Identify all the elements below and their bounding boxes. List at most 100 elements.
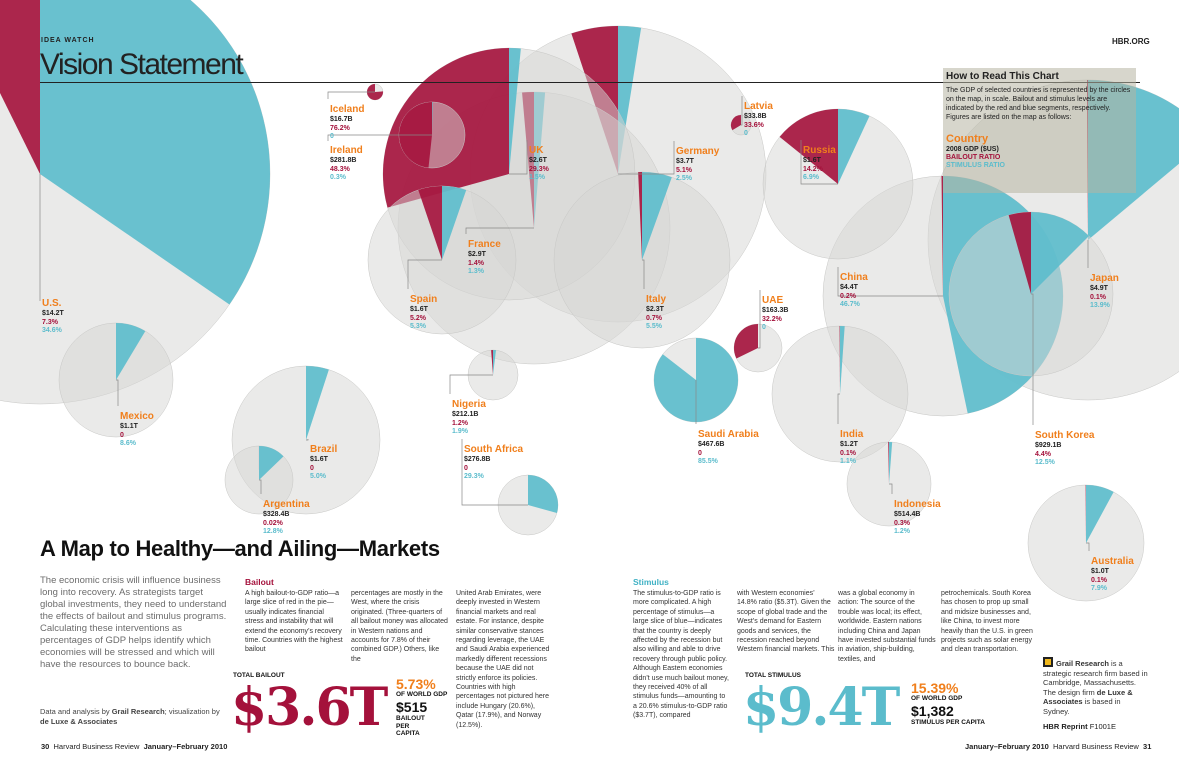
bailout-column-2: percentages are mostly in the West, wher… [351,590,448,663]
uae-name: UAE [762,295,784,306]
stimulus-heading: Stimulus [633,577,669,587]
iceland-leader-line [327,91,375,99]
south-korea-stimulus-slice [1031,212,1089,294]
nigeria-leader-line [449,374,493,394]
south-africa-stimulus: 29.3% [464,473,484,480]
article-headline: A Map to Healthy—and Ailing—Markets [40,536,440,561]
uae-stimulus: 0 [762,324,766,331]
uae-label: UAE $163.3B 32.2% 0 [762,295,788,333]
nigeria-stimulus-slice [493,350,496,375]
uk-stimulus-slice [509,48,521,174]
spain-bailout-slice [418,186,442,260]
germany-name: Germany [676,146,720,157]
france-label: France $2.9T 1.4% 1.3% [468,239,501,277]
latvia-stimulus: 0 [744,130,748,137]
russia-name: Russia [803,145,836,156]
reprint-code: F1001E [1089,722,1116,731]
uk-stimulus: 1.5% [529,174,545,181]
south-africa-leader-line [461,439,528,506]
south-korea-bailout-slice [1008,212,1031,294]
total-stimulus-label: TOTAL STIMULUS [745,672,801,679]
south-korea-name: South Korea [1035,430,1095,441]
china-name: China [840,272,868,283]
credit-mid: ; visualization by [164,707,220,716]
saudi-arabia-name: Saudi Arabia [698,429,759,440]
india-bailout: 0.1% [840,449,856,457]
legend-country: Country [946,133,989,145]
south-korea-gdp: $929.1B [1035,442,1062,449]
u-s-bailout: 7.3% [42,318,58,326]
mexico-label: Mexico $1.1T 0 8.6% [120,411,154,449]
nigeria-name: Nigeria [452,399,486,410]
south-africa-name: South Africa [464,444,524,455]
saudi-arabia-gdp: $467.6B [698,441,725,448]
how-to-read-text: The GDP of selected countries is represe… [946,87,1131,121]
page-title: Vision Statement [40,48,244,81]
argentina-stimulus-slice [259,446,284,480]
ireland-leader-line [327,134,432,141]
argentina-bailout: 0.02% [263,519,283,527]
bailout-column-1: Bailout A high bailout-to-GDP ratio—a la… [245,577,343,655]
grail-research-note: Grail Research is a strategic research f… [1043,657,1148,716]
footer-right: January–February 2010 Harvard Business R… [965,742,1151,751]
ireland-label: Ireland $281.8B 48.3% 0.3% [330,145,363,183]
france-name: France [468,239,501,250]
legend-stimulus: STIMULUS RATIO [946,162,1005,169]
brazil-stimulus: 5.0% [310,473,326,480]
japan-label: Japan $4.9T 0.1% 13.9% [1090,273,1119,311]
south-africa-stimulus-slice [528,475,559,514]
argentina-name: Argentina [263,499,310,510]
spain-label: Spain $1.6T 5.2% 5.3% [410,294,437,332]
uk-leader-line [509,140,528,175]
argentina-leader-line [259,479,262,494]
credit-prefix: Data and analysis by [40,707,112,716]
footer-left: 30 Harvard Business Review January–Febru… [41,742,227,751]
uk-gdp: $2.6T [529,157,547,164]
argentina-stimulus: 12.8% [263,528,283,535]
australia-label: Australia $1.0T 0.1% 7.9% [1091,556,1134,594]
indonesia-bailout: 0.3% [894,519,910,527]
italy-bailout-slice [638,172,642,260]
germany-gdp: $3.7T [676,158,694,165]
nigeria-bailout-slice [491,350,493,375]
germany-leader-line [618,141,675,175]
ireland-gdp: $281.8B [330,157,357,164]
stimulus-column-3: was a global economy in action: The sour… [838,590,936,663]
china-stimulus: 46.7% [840,301,860,308]
china-bailout-slice [941,176,943,296]
italy-leader-line [642,259,645,289]
australia-leader-line [1086,542,1090,551]
stimulus-per-capita-value: $1,382 [911,703,954,719]
south-africa-label: South Africa $276.8B 0 29.3% [464,444,523,482]
how-to-read-box: How to Read This Chart The GDP of select… [943,67,1136,193]
italy-name: Italy [646,294,667,305]
china-label: China $4.4T 0.2% 46.7% [840,272,868,310]
stimulus-column-1: Stimulus The stimulus-to-GDP ratio is mo… [633,577,731,721]
china-gdp: $4.4T [840,284,858,291]
nigeria-label: Nigeria $212.1B 1.2% 1.9% [452,399,486,437]
italy-stimulus: 5.5% [646,323,662,330]
india-name: India [840,429,864,440]
reprint-label: HBR Reprint [1043,722,1088,731]
uk-label: UK $2.6T 29.3% 1.5% [529,145,549,183]
india-label: India $1.2T 0.1% 1.1% [840,429,863,467]
argentina-label: Argentina $328.4B 0.02% 12.8% [263,499,310,537]
section-kicker: IDEA WATCH [41,37,95,44]
bailout-world-gdp-pct: 5.73% [396,676,436,692]
footer-left-date: January–February 2010 [143,742,228,751]
spain-leader-line [407,259,442,289]
uk-name: UK [529,145,544,156]
japan-name: Japan [1090,273,1119,284]
nigeria-stimulus: 1.9% [452,428,468,435]
italy-label: Italy $2.3T 0.7% 5.5% [646,294,666,332]
brazil-stimulus-slice [306,366,329,440]
mexico-bailout: 0 [120,431,124,439]
article-credit: Data and analysis by Grail Research; vis… [40,707,230,727]
grail-name: Grail Research [1056,659,1109,668]
russia-gdp: $1.6T [803,157,821,164]
stimulus-per-capita-label: STIMULUS PER CAPITA [911,719,985,726]
credit-source: Grail Research [111,707,165,716]
bailout-world-gdp-label: OF WORLD GDP [396,691,448,698]
brazil-gdp: $1.6T [310,456,328,463]
grail-logo-icon [1043,657,1053,667]
